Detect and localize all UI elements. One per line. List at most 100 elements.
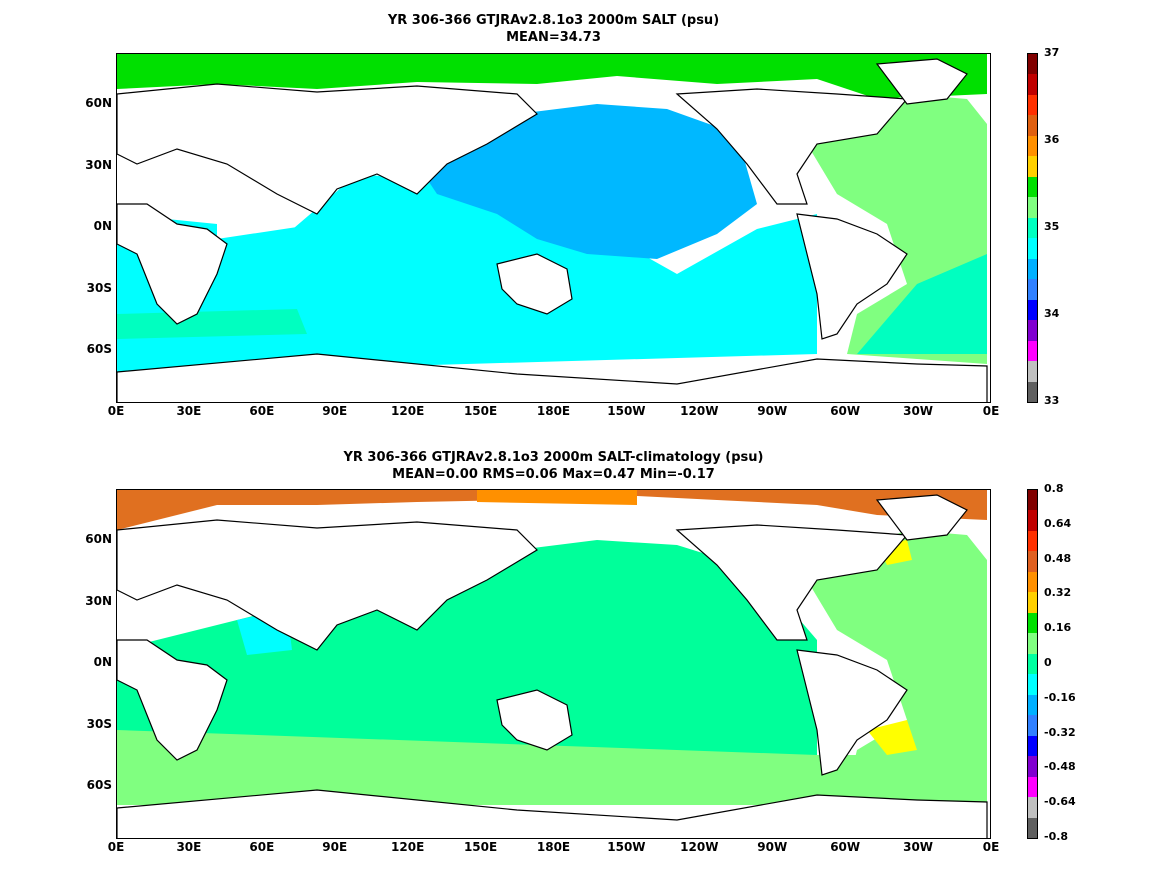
colorbar-swatch: [1028, 197, 1037, 219]
panel1-map-svg: [117, 54, 988, 402]
p2-south-ocean: [117, 730, 987, 805]
p1-south-america: [796, 213, 908, 340]
p2-eurasia: [117, 519, 538, 651]
y-tick-label: 30N: [85, 157, 112, 172]
x-tick-label: 0E: [107, 404, 125, 418]
x-tick-label: 0E: [982, 404, 1000, 418]
x-tick-label: 30E: [176, 840, 202, 854]
panel2-map: [116, 489, 991, 839]
x-tick-label: 30E: [176, 404, 202, 418]
p2-yellow-patch: [867, 720, 917, 755]
x-tick-label: 120E: [391, 840, 425, 854]
colorbar-label: 0.64: [1044, 516, 1072, 530]
panel1-title: YR 306-366 GTJRAv2.8.1o3 2000m SALT (psu…: [387, 13, 720, 28]
colorbar-swatch: [1028, 238, 1037, 260]
colorbar-swatch: [1028, 340, 1037, 362]
p2-australia: [496, 689, 573, 751]
x-tick-label: 90E: [322, 840, 348, 854]
colorbar-label: 0.8: [1044, 482, 1064, 495]
colorbar-swatch: [1028, 176, 1037, 198]
colorbar-label: 34: [1044, 307, 1060, 320]
colorbar-swatch: [1028, 299, 1037, 321]
colorbar-swatch: [1028, 135, 1037, 157]
colorbar-swatch: [1028, 592, 1037, 614]
colorbar-swatch: [1028, 674, 1037, 696]
colorbar-swatch: [1028, 490, 1037, 511]
y-tick-label: 0N: [93, 219, 112, 233]
colorbar-label: 0.32: [1044, 586, 1072, 600]
colorbar-label: 0: [1044, 656, 1052, 669]
x-tick-label: 150E: [463, 840, 498, 854]
x-tick-label: 120W: [680, 404, 719, 418]
colorbar-swatch: [1028, 510, 1037, 532]
colorbar-label: 37: [1044, 46, 1060, 59]
colorbar-label: -0.64: [1044, 795, 1076, 809]
colorbar-swatch: [1028, 715, 1037, 737]
colorbar-swatch: [1028, 756, 1037, 778]
colorbar-swatch: [1028, 530, 1037, 552]
colorbar-swatch: [1028, 94, 1037, 116]
x-tick-label: 60W: [830, 840, 861, 854]
colorbar-swatch: [1028, 74, 1037, 96]
p1-antarctica: [117, 353, 988, 402]
p1-australia: [496, 253, 573, 315]
x-tick-label: 120E: [391, 404, 425, 418]
x-tick-label: 60W: [830, 404, 861, 418]
colorbar-swatch: [1028, 551, 1037, 573]
colorbar-label: 0.48: [1044, 551, 1072, 565]
p2-south-america: [796, 649, 908, 776]
colorbar-label: 0.16: [1044, 621, 1072, 635]
p1-indian: [217, 194, 517, 344]
colorbar-label: -0.32: [1044, 725, 1076, 739]
x-tick-label: 30W: [903, 404, 934, 418]
x-tick-label: 90W: [757, 840, 788, 854]
x-tick-label: 150W: [607, 840, 646, 854]
colorbar-swatch: [1028, 279, 1037, 301]
panel2-subtitle: MEAN=0.00 RMS=0.06 Max=0.47 Min=-0.17: [392, 467, 715, 482]
p2-arctic: [117, 490, 987, 530]
y-tick-label: 30S: [86, 280, 112, 295]
y-tick-label: 30N: [85, 593, 112, 608]
x-tick-label: 30W: [903, 840, 934, 854]
p2-antarctica: [117, 789, 988, 838]
x-tick-label: 0E: [982, 840, 1000, 854]
x-tick-label: 150E: [463, 404, 498, 418]
x-tick-label: 0E: [107, 840, 125, 854]
colorbar-swatch: [1028, 776, 1037, 798]
y-tick-label: 60N: [85, 532, 112, 546]
p2-pacific: [117, 540, 817, 790]
x-tick-label: 60E: [249, 404, 275, 418]
colorbar-swatch: [1028, 653, 1037, 675]
panel2-colorbar: [1027, 489, 1038, 839]
colorbar-label: 36: [1044, 133, 1060, 146]
p2-arctic-orange: [477, 490, 637, 505]
p1-north-pacific: [417, 104, 757, 259]
p2-north-america: [675, 524, 909, 641]
x-tick-label: 90W: [757, 404, 788, 418]
colorbar-swatch: [1028, 633, 1037, 655]
colorbar-swatch: [1028, 735, 1037, 757]
colorbar-swatch: [1028, 612, 1037, 634]
colorbar-swatch: [1028, 258, 1037, 280]
colorbar-label: 35: [1044, 220, 1060, 233]
colorbar-swatch: [1028, 694, 1037, 716]
x-tick-label: 90E: [322, 404, 348, 418]
colorbar-swatch: [1028, 817, 1037, 839]
colorbar-swatch: [1028, 156, 1037, 178]
p1-eurasia: [117, 83, 538, 215]
colorbar-swatch: [1028, 320, 1037, 342]
y-tick-label: 60N: [85, 96, 112, 110]
panel2-title: YR 306-366 GTJRAv2.8.1o3 2000m SALT-clim…: [343, 450, 764, 465]
p1-arctic: [117, 54, 987, 99]
colorbar-swatch: [1028, 54, 1037, 75]
y-tick-label: 60S: [86, 342, 112, 356]
colorbar-label: 33: [1044, 394, 1060, 407]
panel1-map: [116, 53, 991, 403]
colorbar-swatch: [1028, 381, 1037, 403]
x-tick-label: 60E: [249, 840, 275, 854]
x-tick-label: 180E: [536, 404, 571, 418]
p1-north-america: [675, 88, 909, 205]
p1-greenland: [875, 58, 968, 105]
colorbar-swatch: [1028, 571, 1037, 593]
p1-africa: [117, 203, 228, 325]
